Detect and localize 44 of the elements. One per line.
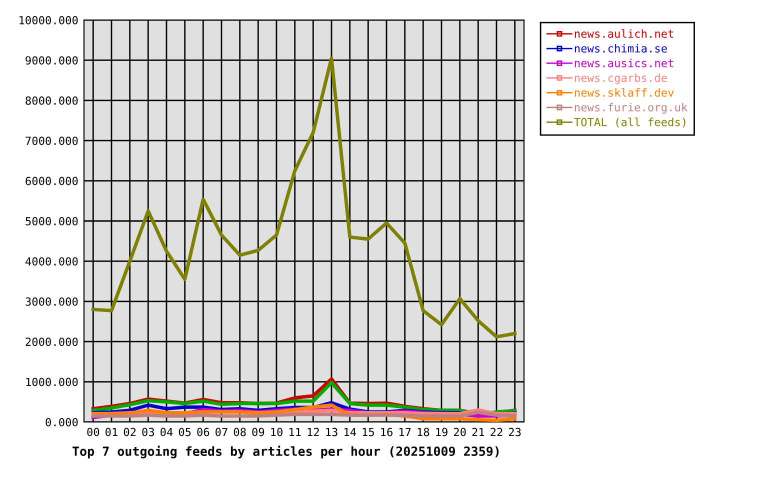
x-tick-label: 07 <box>216 428 228 436</box>
legend-label: news.furie.org.uk <box>574 102 688 114</box>
x-tick-label: 08 <box>234 428 246 436</box>
x-tick-label: 20 <box>454 428 466 436</box>
x-tick-label: 04 <box>160 428 173 436</box>
x-tick-label: 00 <box>87 428 100 436</box>
x-tick-label: 21 <box>472 428 484 436</box>
x-tick-label: 02 <box>124 428 136 436</box>
x-tick-label: 13 <box>326 428 338 436</box>
x-tick-label: 11 <box>289 428 301 436</box>
legend-label: news.sklaff.dev <box>574 88 674 97</box>
x-tick-label: 03 <box>142 428 154 436</box>
x-tick-label: 05 <box>178 428 191 436</box>
x-tick-label: 19 <box>436 428 448 436</box>
x-tick-label: 01 <box>106 428 118 436</box>
x-tick-label: 23 <box>508 428 521 436</box>
x-tick-label: 14 <box>344 428 356 436</box>
y-tick-label: 5000.000 <box>26 217 78 226</box>
x-tick-label: 12 <box>308 428 319 436</box>
legend-label: news.chimia.se <box>574 44 667 53</box>
x-tick-label: 16 <box>381 428 392 436</box>
x-tick-label: 06 <box>197 428 210 436</box>
y-tick-label: 3000.000 <box>26 297 78 306</box>
x-tick-label: 10 <box>271 428 282 436</box>
legend-label: TOTAL (all feeds) <box>574 118 686 128</box>
y-tick-label: 8000.000 <box>26 96 78 105</box>
y-tick-label: 9000.000 <box>26 56 78 65</box>
y-tick-label: 2000.000 <box>26 338 78 346</box>
y-tick-label: 6000.000 <box>26 176 78 186</box>
y-tick-label: 0.000 <box>46 418 78 426</box>
y-tick-label: 1000.000 <box>26 378 78 386</box>
x-tick-label: 22 <box>490 428 502 436</box>
x-tick-label: 18 <box>418 428 430 436</box>
legend-label: news.aulich.net <box>574 29 674 38</box>
x-tick-label: 09 <box>252 428 264 436</box>
legend-label: news.ausics.net <box>574 58 674 68</box>
y-tick-label: 7000.000 <box>26 136 78 146</box>
x-tick-label: 17 <box>399 428 411 436</box>
line-series <box>91 56 517 339</box>
y-tick-label: 10000.000 <box>20 16 78 24</box>
text: Top 7 outgoing feeds by articles per hour (20251009 2359) <box>72 446 499 458</box>
legend-label: news.cgarbs.de <box>574 73 667 84</box>
x-tick-label: 15 <box>362 428 374 436</box>
y-tick-label: 4000.000 <box>25 257 78 266</box>
